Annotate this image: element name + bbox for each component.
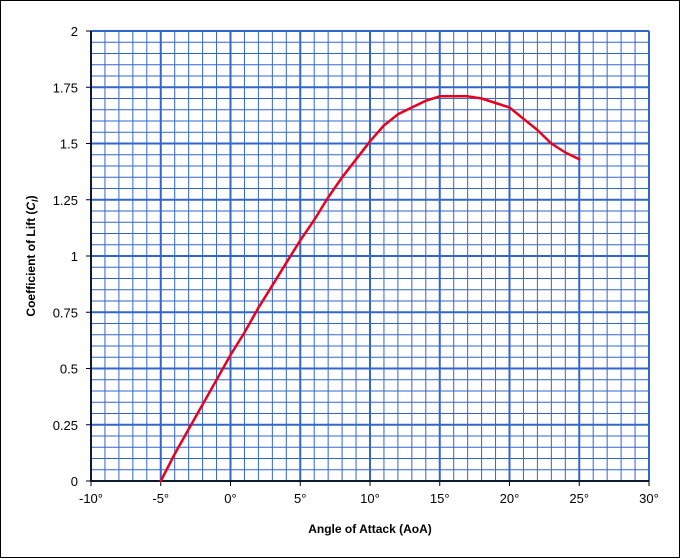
grid — [90, 30, 650, 482]
x-tick-label: 30° — [639, 491, 659, 506]
y-tick-label: 1.5 — [60, 137, 78, 152]
x-tick-label: -10° — [79, 491, 103, 506]
y-tick-label: 1.25 — [53, 193, 78, 208]
x-tick-label: 5° — [294, 491, 306, 506]
series-layer — [159, 95, 581, 483]
y-tick-label: 2 — [71, 24, 78, 39]
x-tick-label: 25° — [569, 491, 589, 506]
x-tick-label: 20° — [500, 491, 520, 506]
y-tick-label: 0 — [71, 474, 78, 489]
y-axis-title: Coefficient of Lift (Cl) — [24, 195, 40, 316]
y-tick-label: 1 — [71, 249, 78, 264]
tick-labels: -10° -5° 0° 5° 10° 15° 20° 25° 30° 0 0.25 0.5 0.75 1 1… — [53, 24, 659, 506]
x-tick-label: 15° — [430, 491, 450, 506]
y-tick-label: 0.75 — [53, 305, 78, 320]
y-tick-label: 1.75 — [53, 80, 78, 95]
x-tick-label: 10° — [360, 491, 380, 506]
y-axis-title-prefix: Coefficient of Lift ( — [24, 211, 38, 317]
y-axis-title-suffix: ) — [24, 195, 38, 199]
y-axis-title-subscript: l — [30, 199, 40, 202]
y-tick-label: 0.25 — [53, 418, 78, 433]
axes — [86, 30, 650, 486]
x-axis-title: Angle of Attack (AoA) — [308, 522, 432, 536]
y-axis-title-symbol: C — [24, 202, 38, 211]
x-tick-label: -5° — [152, 491, 169, 506]
y-tick-label: 0.5 — [60, 362, 78, 377]
x-tick-label: 0° — [224, 491, 236, 506]
series-line-lift-coefficient — [159, 95, 581, 483]
